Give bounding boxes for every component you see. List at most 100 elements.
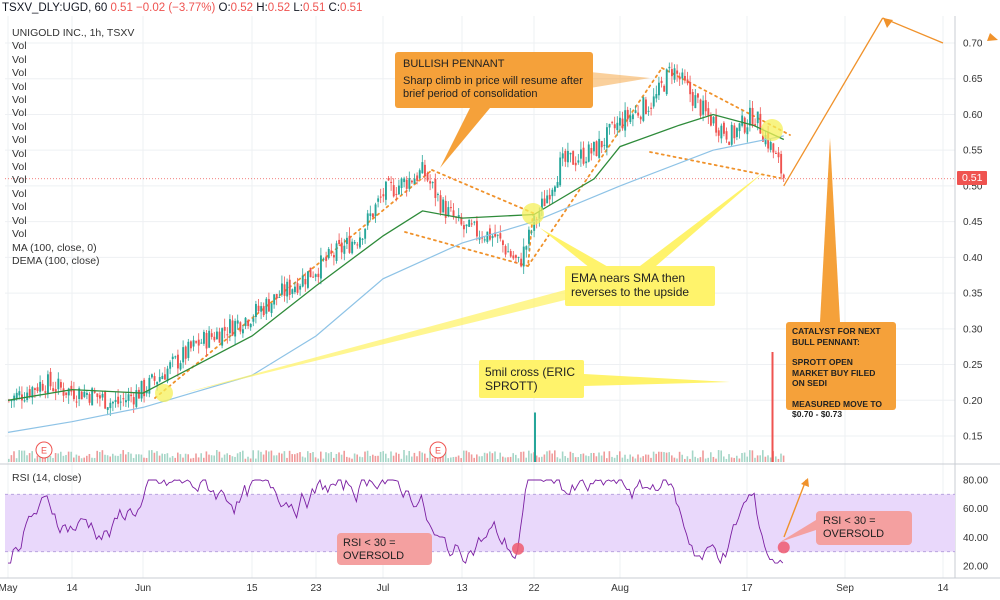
legend-vol-row[interactable]: Vol [12, 201, 27, 214]
candle-body [541, 198, 543, 210]
legend-vol-row[interactable]: Vol [12, 187, 27, 200]
volume-bar [754, 457, 756, 462]
candle-body [762, 135, 764, 142]
volume-bar [374, 455, 377, 462]
candle-body [660, 80, 663, 84]
volume-bar [148, 450, 150, 462]
pennant-2-lower [649, 151, 781, 179]
candle-body [148, 377, 151, 394]
volume-bar [286, 457, 288, 462]
candle-body [522, 246, 525, 267]
candle-body [647, 110, 650, 112]
candle-body [652, 96, 655, 107]
legend-vol-row[interactable]: Vol [12, 107, 27, 120]
indicator-legend: UNIGOLD INC., 1h, TSXV Vol Vol Vol Vol Vol Vo… [12, 27, 134, 268]
candle-body [621, 118, 624, 129]
volume-bar [67, 451, 70, 462]
volume-bar [408, 450, 410, 462]
candle-body [60, 382, 62, 388]
volume-bar [309, 453, 312, 462]
volume-bar [465, 450, 468, 462]
volume-bar [312, 452, 314, 462]
candle-body [470, 223, 473, 225]
volume-bar [387, 458, 390, 462]
volume-bar [496, 458, 499, 462]
candle-body [86, 393, 88, 395]
rsi-line [8, 478, 784, 565]
volume-bar [429, 451, 431, 462]
legend-vol-row[interactable]: Vol [12, 40, 27, 53]
candle-body [221, 328, 224, 346]
volume-bar [96, 450, 98, 462]
candle-body [520, 258, 523, 267]
bullish-note-pointer-1 [440, 108, 490, 168]
legend-title[interactable]: UNIGOLD INC., 1h, TSXV [12, 27, 135, 39]
symbol-title[interactable]: TSXV_DLY:UGD, 60 [2, 2, 108, 14]
legend-ma[interactable]: MA (100, close, 0) [12, 241, 97, 254]
volume-bar [161, 453, 163, 462]
candle-body [247, 320, 250, 327]
legend-vol-row[interactable]: Vol [12, 53, 27, 66]
volume-bar [525, 457, 527, 462]
price-tick-label: 0.15 [963, 432, 983, 443]
candle-body [83, 391, 86, 397]
candle-body [595, 141, 598, 157]
candle-body [151, 374, 153, 378]
candle-body [496, 234, 499, 236]
volume-bar [348, 457, 351, 462]
volume-bar [470, 454, 473, 462]
volume-bar [283, 451, 286, 462]
candle-body [192, 340, 195, 347]
candle-body [210, 333, 213, 337]
candle-body [421, 162, 424, 174]
axes: 0.70 0.65 0.60 0.55 0.50 0.45 0.40 0.35 0.30 0.25… [0, 39, 988, 595]
volume-bar [598, 452, 600, 462]
candle-body [278, 296, 281, 298]
candle-body [239, 322, 242, 332]
volume-bar [751, 450, 754, 462]
candle-body [733, 125, 736, 139]
volume-bar [91, 457, 93, 462]
candle-body [366, 213, 369, 226]
candle-body [725, 131, 728, 140]
candle-body [574, 162, 577, 166]
time-tick-label: Jun [135, 583, 151, 594]
volume-bar [330, 451, 332, 462]
volume-bar [504, 457, 507, 462]
candle-body [80, 391, 83, 400]
volume-bar [658, 451, 660, 462]
candle-body [343, 245, 346, 254]
legend-vol-row[interactable]: Vol [12, 94, 27, 107]
high-value: 0.52 [267, 2, 291, 14]
legend-vol-row[interactable]: Vol [12, 147, 27, 160]
legend-vol-row[interactable]: Vol [12, 161, 27, 174]
legend-dema[interactable]: DEMA (100, close) [12, 254, 100, 267]
legend-vol-row[interactable]: Vol [12, 228, 27, 241]
volume-bar [481, 456, 483, 462]
volume-bar [580, 454, 582, 462]
candle-body [580, 149, 582, 159]
volume-bar [686, 456, 689, 462]
legend-vol-row[interactable]: Vol [12, 120, 27, 133]
legend-vol-row[interactable]: Vol [12, 80, 27, 93]
price-tick-label: 0.50 [963, 181, 983, 192]
candle-body [138, 389, 140, 399]
candle-body [561, 153, 564, 159]
candle-body [351, 241, 354, 254]
volume-bar [218, 451, 221, 462]
volume-bar [489, 451, 491, 462]
volume-bar [611, 456, 613, 462]
legend-vol-row[interactable]: Vol [12, 214, 27, 227]
rsi-legend[interactable]: RSI (14, close) [12, 472, 82, 484]
time-tick-label: 15 [246, 583, 258, 594]
legend-vol-row[interactable]: Vol [12, 67, 27, 80]
legend-vol-row[interactable]: Vol [12, 174, 27, 187]
legend-vol-row[interactable]: Vol [12, 134, 27, 147]
candle-body [387, 178, 390, 181]
candle-body [382, 194, 385, 197]
volume-bar [80, 458, 83, 462]
candle-body [710, 114, 712, 126]
candle-body [754, 124, 757, 126]
volume-bar [197, 457, 200, 462]
